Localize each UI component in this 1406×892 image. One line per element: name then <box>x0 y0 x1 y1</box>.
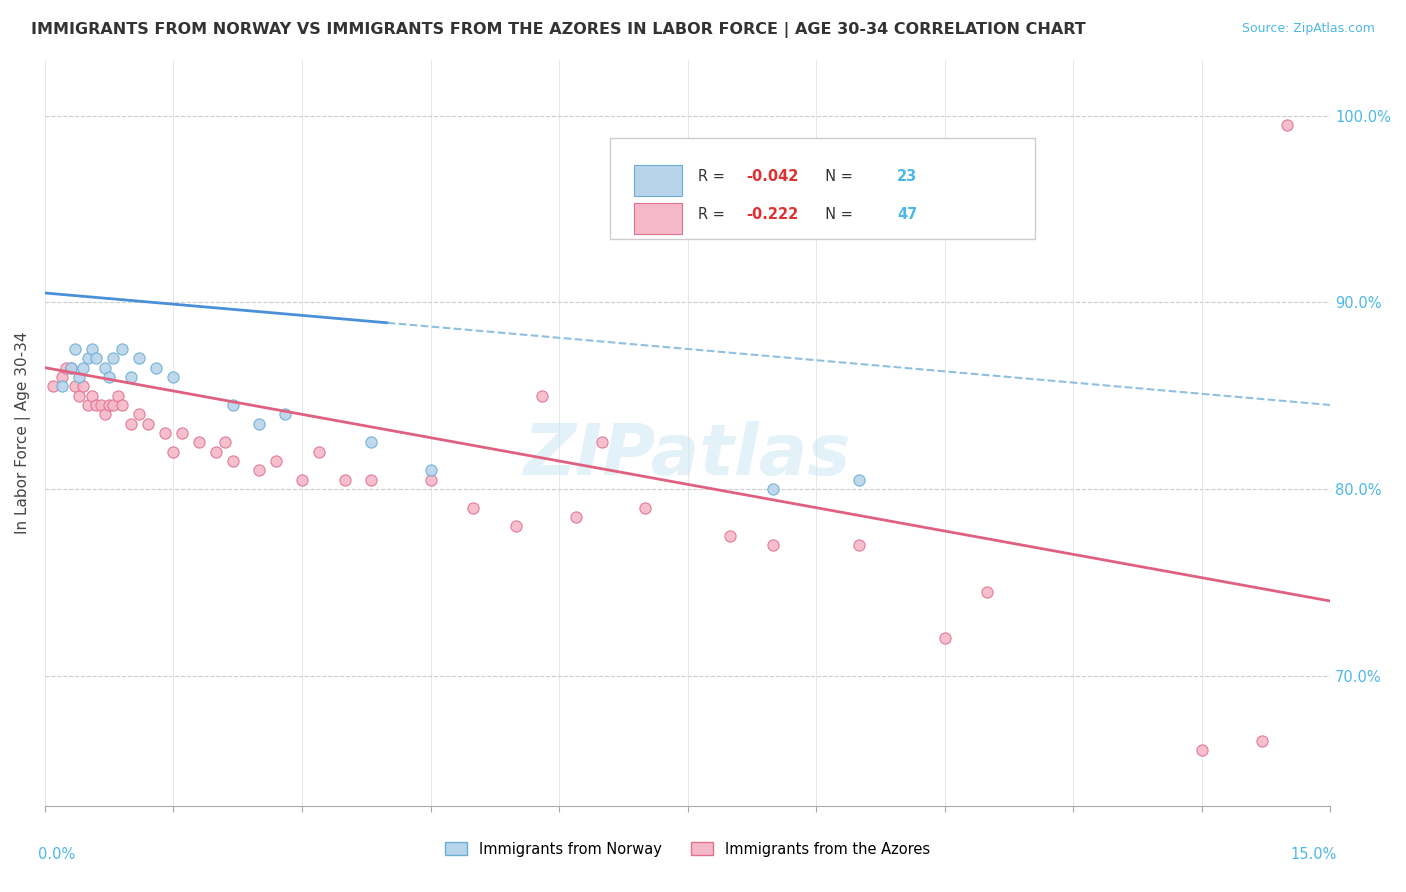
Point <box>128 351 150 366</box>
Text: R =: R = <box>697 169 730 184</box>
Point <box>170 425 193 440</box>
Point <box>111 342 134 356</box>
Point <box>72 379 94 393</box>
Point <box>67 370 90 384</box>
Point <box>59 360 82 375</box>
Point <box>848 473 870 487</box>
Point <box>51 379 73 393</box>
Point <box>762 538 785 552</box>
Text: N =: N = <box>815 169 858 184</box>
Point <box>80 389 103 403</box>
Point <box>94 360 117 375</box>
Point <box>120 370 142 384</box>
Point <box>505 519 527 533</box>
Point <box>1191 743 1213 757</box>
Point <box>463 500 485 515</box>
Point <box>214 435 236 450</box>
Point <box>94 407 117 421</box>
Text: 23: 23 <box>897 169 917 184</box>
Point <box>55 360 77 375</box>
Point <box>591 435 613 450</box>
Point <box>90 398 112 412</box>
Point <box>162 444 184 458</box>
Point <box>247 417 270 431</box>
Point <box>98 370 121 384</box>
Point <box>419 463 441 477</box>
Text: N =: N = <box>815 207 858 222</box>
Point <box>360 473 382 487</box>
Point <box>360 435 382 450</box>
Text: Source: ZipAtlas.com: Source: ZipAtlas.com <box>1241 22 1375 36</box>
Text: IMMIGRANTS FROM NORWAY VS IMMIGRANTS FROM THE AZORES IN LABOR FORCE | AGE 30-34 : IMMIGRANTS FROM NORWAY VS IMMIGRANTS FRO… <box>31 22 1085 38</box>
Point <box>720 529 742 543</box>
Point <box>103 351 125 366</box>
Text: 0.0%: 0.0% <box>38 847 76 863</box>
Text: -0.042: -0.042 <box>747 169 799 184</box>
Point <box>63 379 86 393</box>
Text: 47: 47 <box>897 207 917 222</box>
Point <box>98 398 121 412</box>
Point <box>565 510 588 524</box>
Point <box>76 351 98 366</box>
Point <box>419 473 441 487</box>
Point <box>63 342 86 356</box>
Point <box>103 398 125 412</box>
Text: 15.0%: 15.0% <box>1291 847 1337 863</box>
Point <box>76 398 98 412</box>
Point <box>162 370 184 384</box>
Point <box>120 417 142 431</box>
Point <box>84 351 107 366</box>
Point <box>136 417 159 431</box>
Point <box>333 473 356 487</box>
Point <box>222 454 245 468</box>
Y-axis label: In Labor Force | Age 30-34: In Labor Force | Age 30-34 <box>15 332 31 534</box>
Point <box>222 398 245 412</box>
Point <box>84 398 107 412</box>
Point <box>153 425 176 440</box>
FancyBboxPatch shape <box>610 138 1035 239</box>
Point <box>762 482 785 496</box>
Point <box>111 398 134 412</box>
Point <box>934 632 956 646</box>
Point <box>107 389 129 403</box>
Point <box>247 463 270 477</box>
Point <box>72 360 94 375</box>
Point <box>264 454 287 468</box>
Bar <box>634 165 682 196</box>
Legend: Immigrants from Norway, Immigrants from the Azores: Immigrants from Norway, Immigrants from … <box>440 836 935 863</box>
Point <box>145 360 167 375</box>
Point <box>51 370 73 384</box>
Point <box>42 379 65 393</box>
Point <box>188 435 211 450</box>
Point <box>976 584 998 599</box>
Text: -0.222: -0.222 <box>747 207 799 222</box>
Point <box>205 444 228 458</box>
Point <box>848 538 870 552</box>
Point <box>530 389 553 403</box>
Point <box>1250 734 1272 748</box>
Point <box>67 389 90 403</box>
Point <box>308 444 330 458</box>
Point <box>59 360 82 375</box>
Point <box>274 407 297 421</box>
Text: R =: R = <box>697 207 730 222</box>
Point <box>128 407 150 421</box>
Bar <box>634 203 682 235</box>
Point <box>291 473 314 487</box>
Point <box>1277 118 1299 132</box>
Point <box>634 500 657 515</box>
Text: ZIPatlas: ZIPatlas <box>524 421 851 490</box>
Point <box>80 342 103 356</box>
